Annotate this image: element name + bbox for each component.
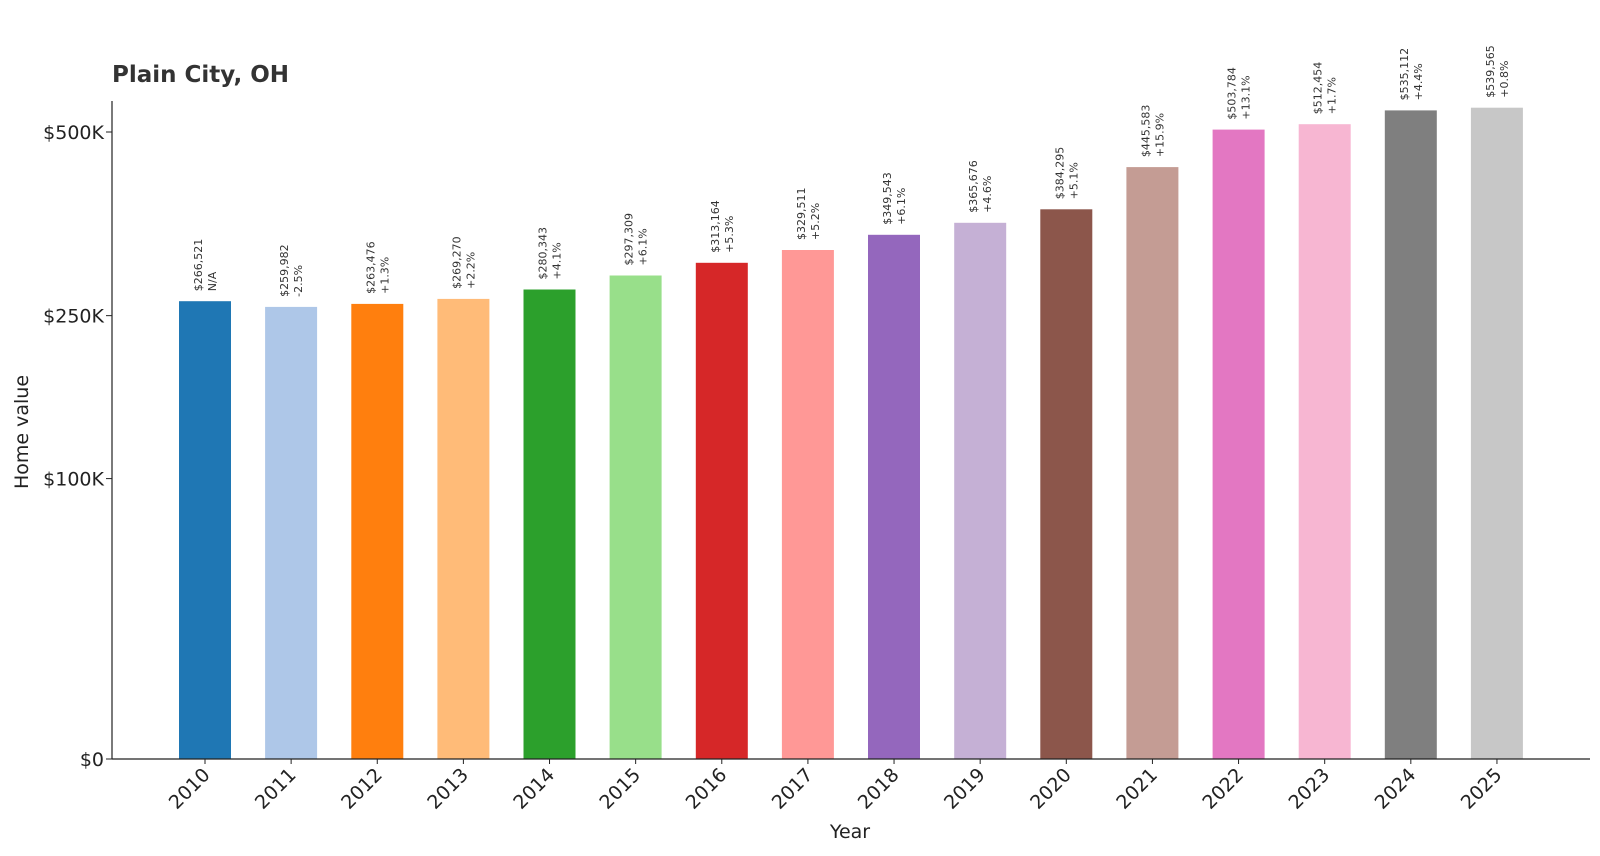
change-label: +2.2% xyxy=(464,252,477,289)
data-label-2024: $535,112 +4.4% xyxy=(1398,48,1425,101)
bar-2018 xyxy=(868,234,920,760)
change-label: +5.2% xyxy=(809,203,822,240)
value-label: $269,270 xyxy=(450,236,463,289)
change-label: +5.1% xyxy=(1067,162,1080,199)
x-tick-label: 2023 xyxy=(1284,764,1334,814)
x-tick-label: 2017 xyxy=(768,764,818,814)
data-label-2012: $263,476 +1.3% xyxy=(364,241,391,294)
y-tick-label: $100K xyxy=(43,469,104,491)
bar-2014 xyxy=(523,289,576,759)
bar-2022 xyxy=(1212,129,1265,760)
data-label-2016: $313,164 +5.3% xyxy=(709,200,736,253)
data-label-2021: $445,583 +15.9% xyxy=(1139,105,1166,158)
value-label: $512,454 xyxy=(1312,62,1325,115)
chart-title: Plain City, OH xyxy=(112,62,289,88)
change-label: +0.8% xyxy=(1498,61,1511,98)
x-axis-label: Year xyxy=(829,821,870,843)
data-label-2010: $266,521 N/A xyxy=(192,239,219,292)
value-label: $365,676 xyxy=(967,160,980,213)
change-label: +6.1% xyxy=(637,228,650,265)
change-label: +1.7% xyxy=(1326,77,1339,114)
data-label-2017: $329,511 +5.2% xyxy=(795,188,822,241)
bar-2016 xyxy=(695,262,748,759)
x-tick-label: 2012 xyxy=(337,764,387,814)
data-labels-layer: $266,521 N/A $259,982 -2.5% $263,476 +1.3% $26… xyxy=(192,45,1511,297)
change-label: -2.5% xyxy=(292,265,305,297)
bar-2010 xyxy=(179,301,231,759)
value-label: $280,343 xyxy=(537,227,550,280)
x-tick-label: 2024 xyxy=(1371,764,1421,814)
bar-2012 xyxy=(351,303,404,759)
y-tick-label: $0 xyxy=(80,749,104,771)
bar-2025 xyxy=(1470,107,1523,759)
value-label: $503,784 xyxy=(1226,67,1239,120)
y-axis-label: Home value xyxy=(11,375,33,489)
x-tick-label: 2015 xyxy=(595,764,645,814)
data-label-2015: $297,309 +6.1% xyxy=(623,213,650,266)
change-label: +4.6% xyxy=(981,176,994,213)
change-label: +6.1% xyxy=(895,188,908,225)
change-label: +4.4% xyxy=(1412,63,1425,100)
value-label: $329,511 xyxy=(795,188,808,241)
bars-layer xyxy=(179,107,1523,760)
change-label: +5.3% xyxy=(723,216,736,253)
bar-2024 xyxy=(1384,110,1437,759)
data-label-2013: $269,270 +2.2% xyxy=(450,236,477,289)
data-label-2014: $280,343 +4.1% xyxy=(537,227,564,280)
bar-2019 xyxy=(954,222,1007,760)
data-label-2011: $259,982 -2.5% xyxy=(278,244,305,297)
bar-2017 xyxy=(781,250,834,759)
x-tick-label: 2011 xyxy=(251,764,301,814)
change-label: +1.3% xyxy=(378,257,391,294)
value-label: $263,476 xyxy=(364,241,377,294)
change-label: +13.1% xyxy=(1240,75,1253,119)
x-tick-label: 2014 xyxy=(509,764,559,814)
x-tick-label: 2016 xyxy=(682,764,732,814)
value-label: $266,521 xyxy=(192,239,205,292)
change-label: +15.9% xyxy=(1153,113,1166,157)
data-label-2019: $365,676 +4.6% xyxy=(967,160,994,213)
bar-2021 xyxy=(1126,167,1179,760)
change-label: N/A xyxy=(206,271,219,291)
x-tick-label: 2020 xyxy=(1026,764,1076,814)
bar-2015 xyxy=(609,275,662,759)
data-label-2022: $503,784 +13.1% xyxy=(1226,67,1253,120)
value-label: $535,112 xyxy=(1398,48,1411,101)
x-tick-label: 2013 xyxy=(423,764,473,814)
y-tick-label: $250K xyxy=(43,306,104,328)
x-tick-label: 2010 xyxy=(165,764,215,814)
x-tick-label: 2021 xyxy=(1112,764,1162,814)
x-tick-label: 2019 xyxy=(940,764,990,814)
x-tick-label: 2025 xyxy=(1457,764,1507,814)
bar-2013 xyxy=(437,298,490,759)
data-label-2020: $384,295 +5.1% xyxy=(1053,147,1080,200)
value-label: $539,565 xyxy=(1484,45,1497,98)
data-label-2025: $539,565 +0.8% xyxy=(1484,45,1511,98)
x-tick-label: 2018 xyxy=(854,764,904,814)
value-label: $349,543 xyxy=(881,172,894,225)
bar-2023 xyxy=(1298,124,1351,759)
value-label: $297,309 xyxy=(623,213,636,266)
bar-2020 xyxy=(1040,209,1093,760)
value-label: $384,295 xyxy=(1053,147,1066,200)
value-label: $445,583 xyxy=(1139,105,1152,158)
y-tick-label: $500K xyxy=(43,122,104,144)
data-label-2018: $349,543 +6.1% xyxy=(881,172,908,225)
change-label: +4.1% xyxy=(551,242,564,279)
data-label-2023: $512,454 +1.7% xyxy=(1312,62,1339,115)
x-tick-label: 2022 xyxy=(1198,764,1248,814)
bar-2011 xyxy=(265,306,318,759)
value-label: $259,982 xyxy=(278,244,291,297)
value-label: $313,164 xyxy=(709,200,722,253)
